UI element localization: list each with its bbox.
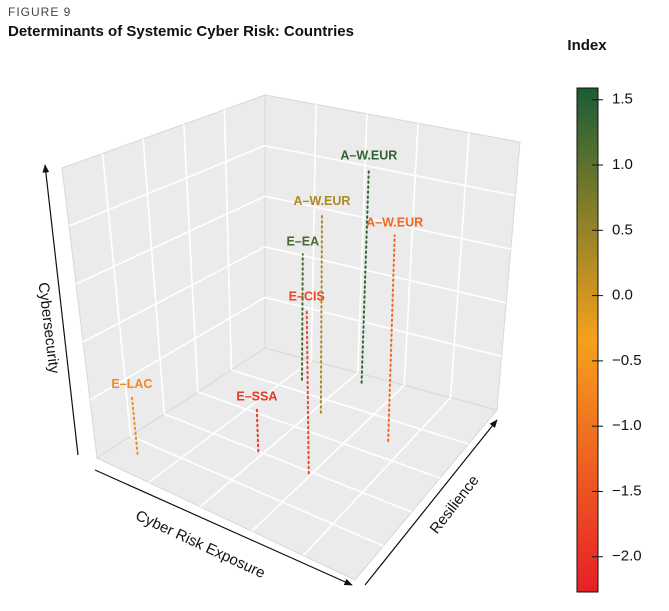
- point-label: A–W.EUR: [340, 149, 397, 163]
- grid-line: [75, 195, 266, 285]
- grid-line: [264, 144, 516, 197]
- grid-line: [89, 296, 266, 401]
- stem: [360, 167, 370, 384]
- stem: [319, 212, 323, 414]
- stem: [387, 234, 396, 442]
- colorbar-tick-label: −0.5: [612, 352, 642, 369]
- grid-line: [264, 195, 511, 250]
- grid-line: [130, 435, 384, 547]
- y-axis-arrow: [364, 419, 498, 586]
- colorbar-tick-label: −2.0: [612, 548, 642, 565]
- point-label: E–SSA: [236, 390, 277, 404]
- grid-line: [251, 384, 405, 532]
- point-label: E–CIS: [289, 290, 325, 304]
- colorbar-tick-label: −1.5: [612, 482, 642, 499]
- grid-line: [68, 144, 266, 227]
- grid-line: [357, 113, 368, 373]
- grid-line: [223, 109, 233, 371]
- stem: [255, 408, 260, 453]
- stem: [301, 253, 304, 381]
- z-axis-arrow: [42, 164, 79, 456]
- back-wall: [264, 94, 521, 411]
- colorbar-title: Index: [567, 37, 607, 54]
- stem: [130, 395, 139, 455]
- grid-line: [101, 153, 132, 437]
- stem: [305, 308, 310, 475]
- point-label: E–EA: [286, 235, 319, 249]
- grid-line: [199, 372, 359, 508]
- grid-line: [302, 397, 452, 557]
- colorbar-tick-label: 1.0: [612, 156, 633, 173]
- point-label: A–W.EUR: [294, 194, 351, 208]
- grid-line: [197, 391, 441, 479]
- colorbar: [576, 87, 599, 593]
- point-label: E–LAC: [111, 377, 152, 391]
- grid-line: [163, 413, 413, 513]
- figure-label: FIGURE 9: [8, 5, 71, 19]
- x-axis-arrow: [94, 469, 353, 586]
- colorbar-tick-label: 0.5: [612, 221, 633, 238]
- colorbar-tick-label: −1.0: [612, 417, 642, 434]
- grid-line: [403, 123, 419, 386]
- grid-line: [82, 246, 266, 343]
- grid-line: [449, 132, 470, 398]
- grid-line: [183, 124, 199, 393]
- plot-box: [61, 94, 521, 581]
- grid-line: [310, 104, 317, 361]
- colorbar-tick-label: 0.0: [612, 287, 633, 304]
- grid-line: [264, 246, 507, 304]
- grid-line: [231, 369, 469, 445]
- grid-line: [142, 138, 165, 415]
- grid-line: [264, 296, 502, 358]
- z-axis-title: Cybersecurity: [35, 281, 63, 375]
- grid-line: [148, 359, 312, 484]
- colorbar-tick-label: 1.5: [612, 91, 633, 108]
- chart-title: Determinants of Systemic Cyber Risk: Cou…: [8, 23, 354, 40]
- point-label: A–W.EUR: [366, 216, 423, 230]
